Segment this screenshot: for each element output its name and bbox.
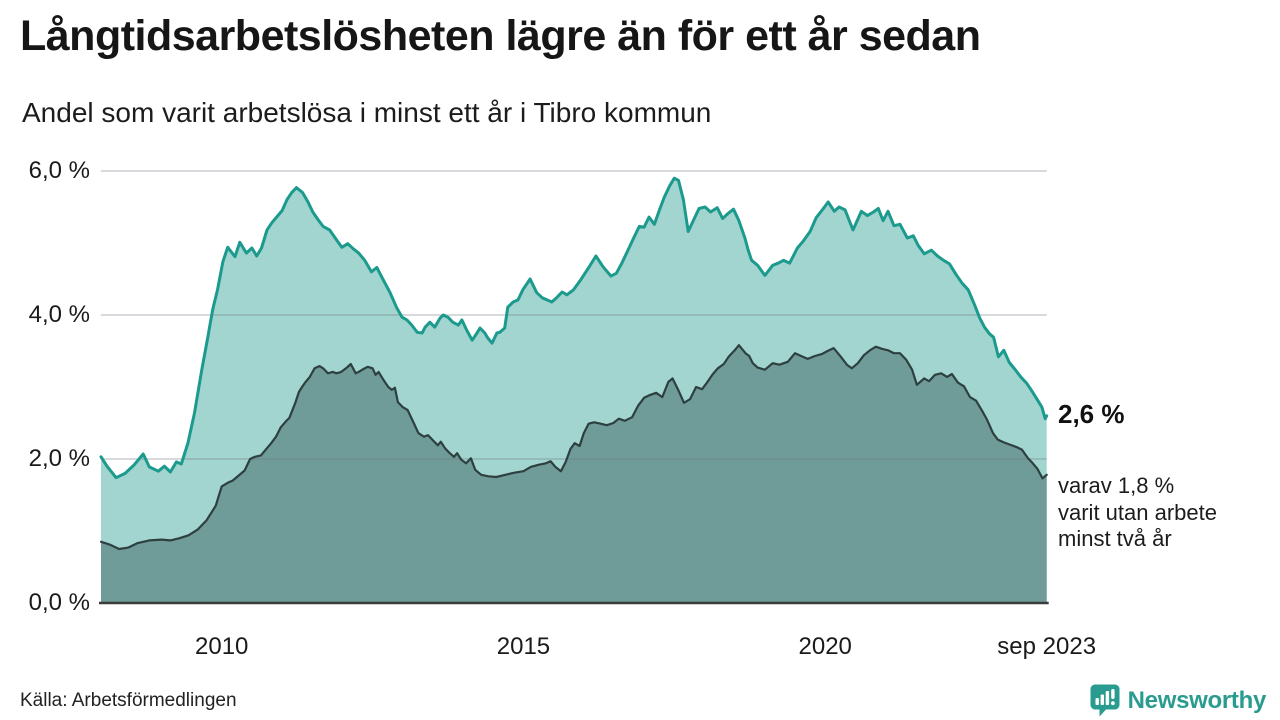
newsworthy-logo[interactable]: Newsworthy [1090,684,1266,717]
secondary-note-line: minst två år [1058,526,1172,551]
latest-value-label: 2,6 % [1058,399,1125,429]
line-series-2 [99,344,1048,551]
secondary-value-note: varav 1,8 % varit utan arbete minst två år [1058,473,1217,553]
x-tick-label-2010: 2010 [194,633,249,660]
page-subtitle: Andel som varit arbetslösa i minst ett å… [22,97,712,128]
y-tick-label-6: 6,0 % [28,157,90,184]
newsworthy-icon [1090,684,1120,717]
source-text: Källa: Arbetsförmedlingen [20,690,237,711]
newsworthy-wordmark: Newsworthy [1127,686,1267,714]
page-title: Långtidsarbetslösheten lägre än för ett … [20,12,981,60]
line-series-1 [99,176,1049,480]
y-tick-label-0: 0,0 % [28,589,90,616]
secondary-note-line: varit utan arbete [1058,499,1217,525]
y-tick-label-2: 2,0 % [28,445,90,472]
secondary-note-line: varav 1,8 % [1058,473,1175,498]
area-fill-series-2 [101,345,1047,603]
x-tick-label-2020: 2020 [798,633,852,660]
x-tick-label-2015: 2015 [496,633,551,660]
y-tick-label-4: 4,0 % [28,301,90,328]
x-tick-label-sep-2023: sep 2023 [997,633,1097,660]
